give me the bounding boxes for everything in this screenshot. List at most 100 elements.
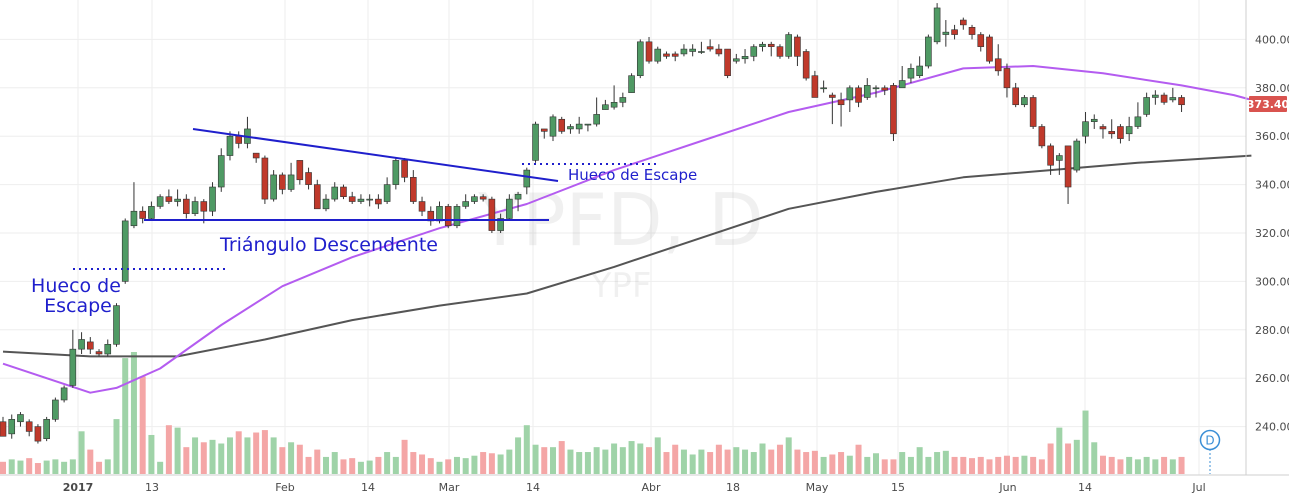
- volume-bar: [1021, 455, 1028, 474]
- time-tick-label: 14: [526, 481, 540, 493]
- time-axis[interactable]: 2017 13 Feb 14 Mar 14 Abr 18 May 15 Jun 14 Jul: [0, 474, 1289, 493]
- candle-body: [130, 210, 138, 227]
- candle-body: [1012, 87, 1019, 106]
- volume-bar: [680, 449, 687, 474]
- last-price-value: 373.40: [1247, 98, 1289, 111]
- candle-body: [1082, 121, 1089, 137]
- candle-body: [235, 135, 243, 144]
- volume-bar: [26, 458, 33, 474]
- candle-body: [87, 341, 94, 350]
- candle-body: [706, 46, 714, 50]
- volume-bar: [759, 443, 766, 474]
- volume-bar: [349, 458, 356, 474]
- volume-bar: [1073, 439, 1080, 474]
- volume-bar: [672, 444, 679, 474]
- volume-bar: [226, 437, 233, 474]
- candle-body: [968, 26, 976, 35]
- volume-bar: [619, 447, 626, 474]
- candle-body: [1160, 94, 1168, 103]
- price-tick-label: 260.00: [1255, 372, 1289, 385]
- volume-bar: [584, 452, 591, 474]
- candle-body: [593, 114, 600, 125]
- candle-body: [471, 196, 478, 202]
- candle-body: [584, 123, 592, 126]
- candle-body: [305, 172, 312, 185]
- moving-averages: [2, 65, 1252, 394]
- candle-body: [942, 31, 950, 35]
- candle-body: [575, 123, 583, 130]
- volume-bar: [811, 450, 818, 474]
- price-axis[interactable]: 240.00 260.00 280.00 300.00 320.00 340.00 360.…: [1245, 0, 1289, 475]
- volume-bar: [427, 458, 434, 474]
- time-tick-label: Jun: [998, 481, 1016, 493]
- volume-bar: [1099, 455, 1106, 474]
- volume-bar: [820, 456, 827, 474]
- volume-bar: [707, 452, 714, 474]
- candle-body: [401, 160, 408, 178]
- volume-bar: [768, 449, 775, 474]
- time-tick-label: May: [806, 481, 829, 493]
- volume-bar: [384, 452, 391, 474]
- volume-bar: [558, 441, 565, 474]
- candle-body: [43, 419, 50, 439]
- candle-body: [0, 421, 7, 437]
- candle-body: [602, 104, 609, 110]
- candle-body: [567, 126, 574, 130]
- candle-body: [514, 193, 522, 200]
- candle-body: [767, 43, 775, 47]
- volume-bar: [873, 453, 879, 474]
- candle-body: [383, 184, 391, 202]
- candle-body: [907, 68, 915, 79]
- last-price-tag: 373.40: [1247, 96, 1289, 112]
- volume-bar: [602, 449, 609, 474]
- volume-bar: [17, 460, 24, 474]
- candle-body: [785, 34, 793, 57]
- candle-body: [610, 102, 618, 108]
- candle-body: [69, 348, 77, 386]
- volume-bar: [453, 456, 460, 474]
- volume-bar: [130, 352, 137, 474]
- volume-bar: [567, 449, 574, 474]
- candle-body: [375, 198, 382, 205]
- candle-body: [8, 419, 16, 435]
- volume-bar: [392, 456, 399, 474]
- volume-bar: [410, 452, 417, 474]
- candle-body: [698, 51, 705, 53]
- candle-body: [34, 426, 42, 442]
- candle-body: [410, 177, 417, 202]
- candle-body: [540, 128, 548, 132]
- volume-bar: [532, 444, 539, 474]
- candle-body: [829, 94, 836, 98]
- candle-body: [191, 201, 199, 214]
- event-marker[interactable]: D: [1199, 429, 1221, 475]
- candle-body: [95, 351, 103, 355]
- volume-bar: [1152, 459, 1159, 474]
- candle-body: [715, 48, 723, 55]
- candle-body: [689, 48, 696, 52]
- time-tick-label: 13: [145, 481, 159, 493]
- candle-body: [872, 87, 880, 90]
- candle-body: [549, 116, 557, 137]
- triangle-label: Triángulo Descendente: [219, 234, 438, 256]
- candle-body: [261, 157, 269, 200]
- volume-bars: [0, 352, 1185, 474]
- time-tick-label: Jul: [1191, 481, 1205, 493]
- volume-bar: [34, 463, 41, 474]
- volume-bar: [881, 459, 888, 474]
- candle-body: [636, 41, 644, 77]
- candle-body: [750, 46, 758, 57]
- volume-bar: [1030, 456, 1037, 474]
- candle-body: [925, 36, 932, 67]
- candle-body: [121, 220, 129, 282]
- annotation-lines: [73, 128, 657, 270]
- candle-body: [994, 58, 1002, 72]
- volume-bar: [157, 461, 164, 474]
- volume-bar: [148, 434, 155, 474]
- candle-body: [680, 48, 688, 55]
- volume-bar: [654, 437, 661, 474]
- volume-bar: [331, 452, 338, 474]
- candle-body: [331, 186, 339, 200]
- volume-bar: [907, 456, 914, 474]
- volume-bar: [122, 358, 129, 474]
